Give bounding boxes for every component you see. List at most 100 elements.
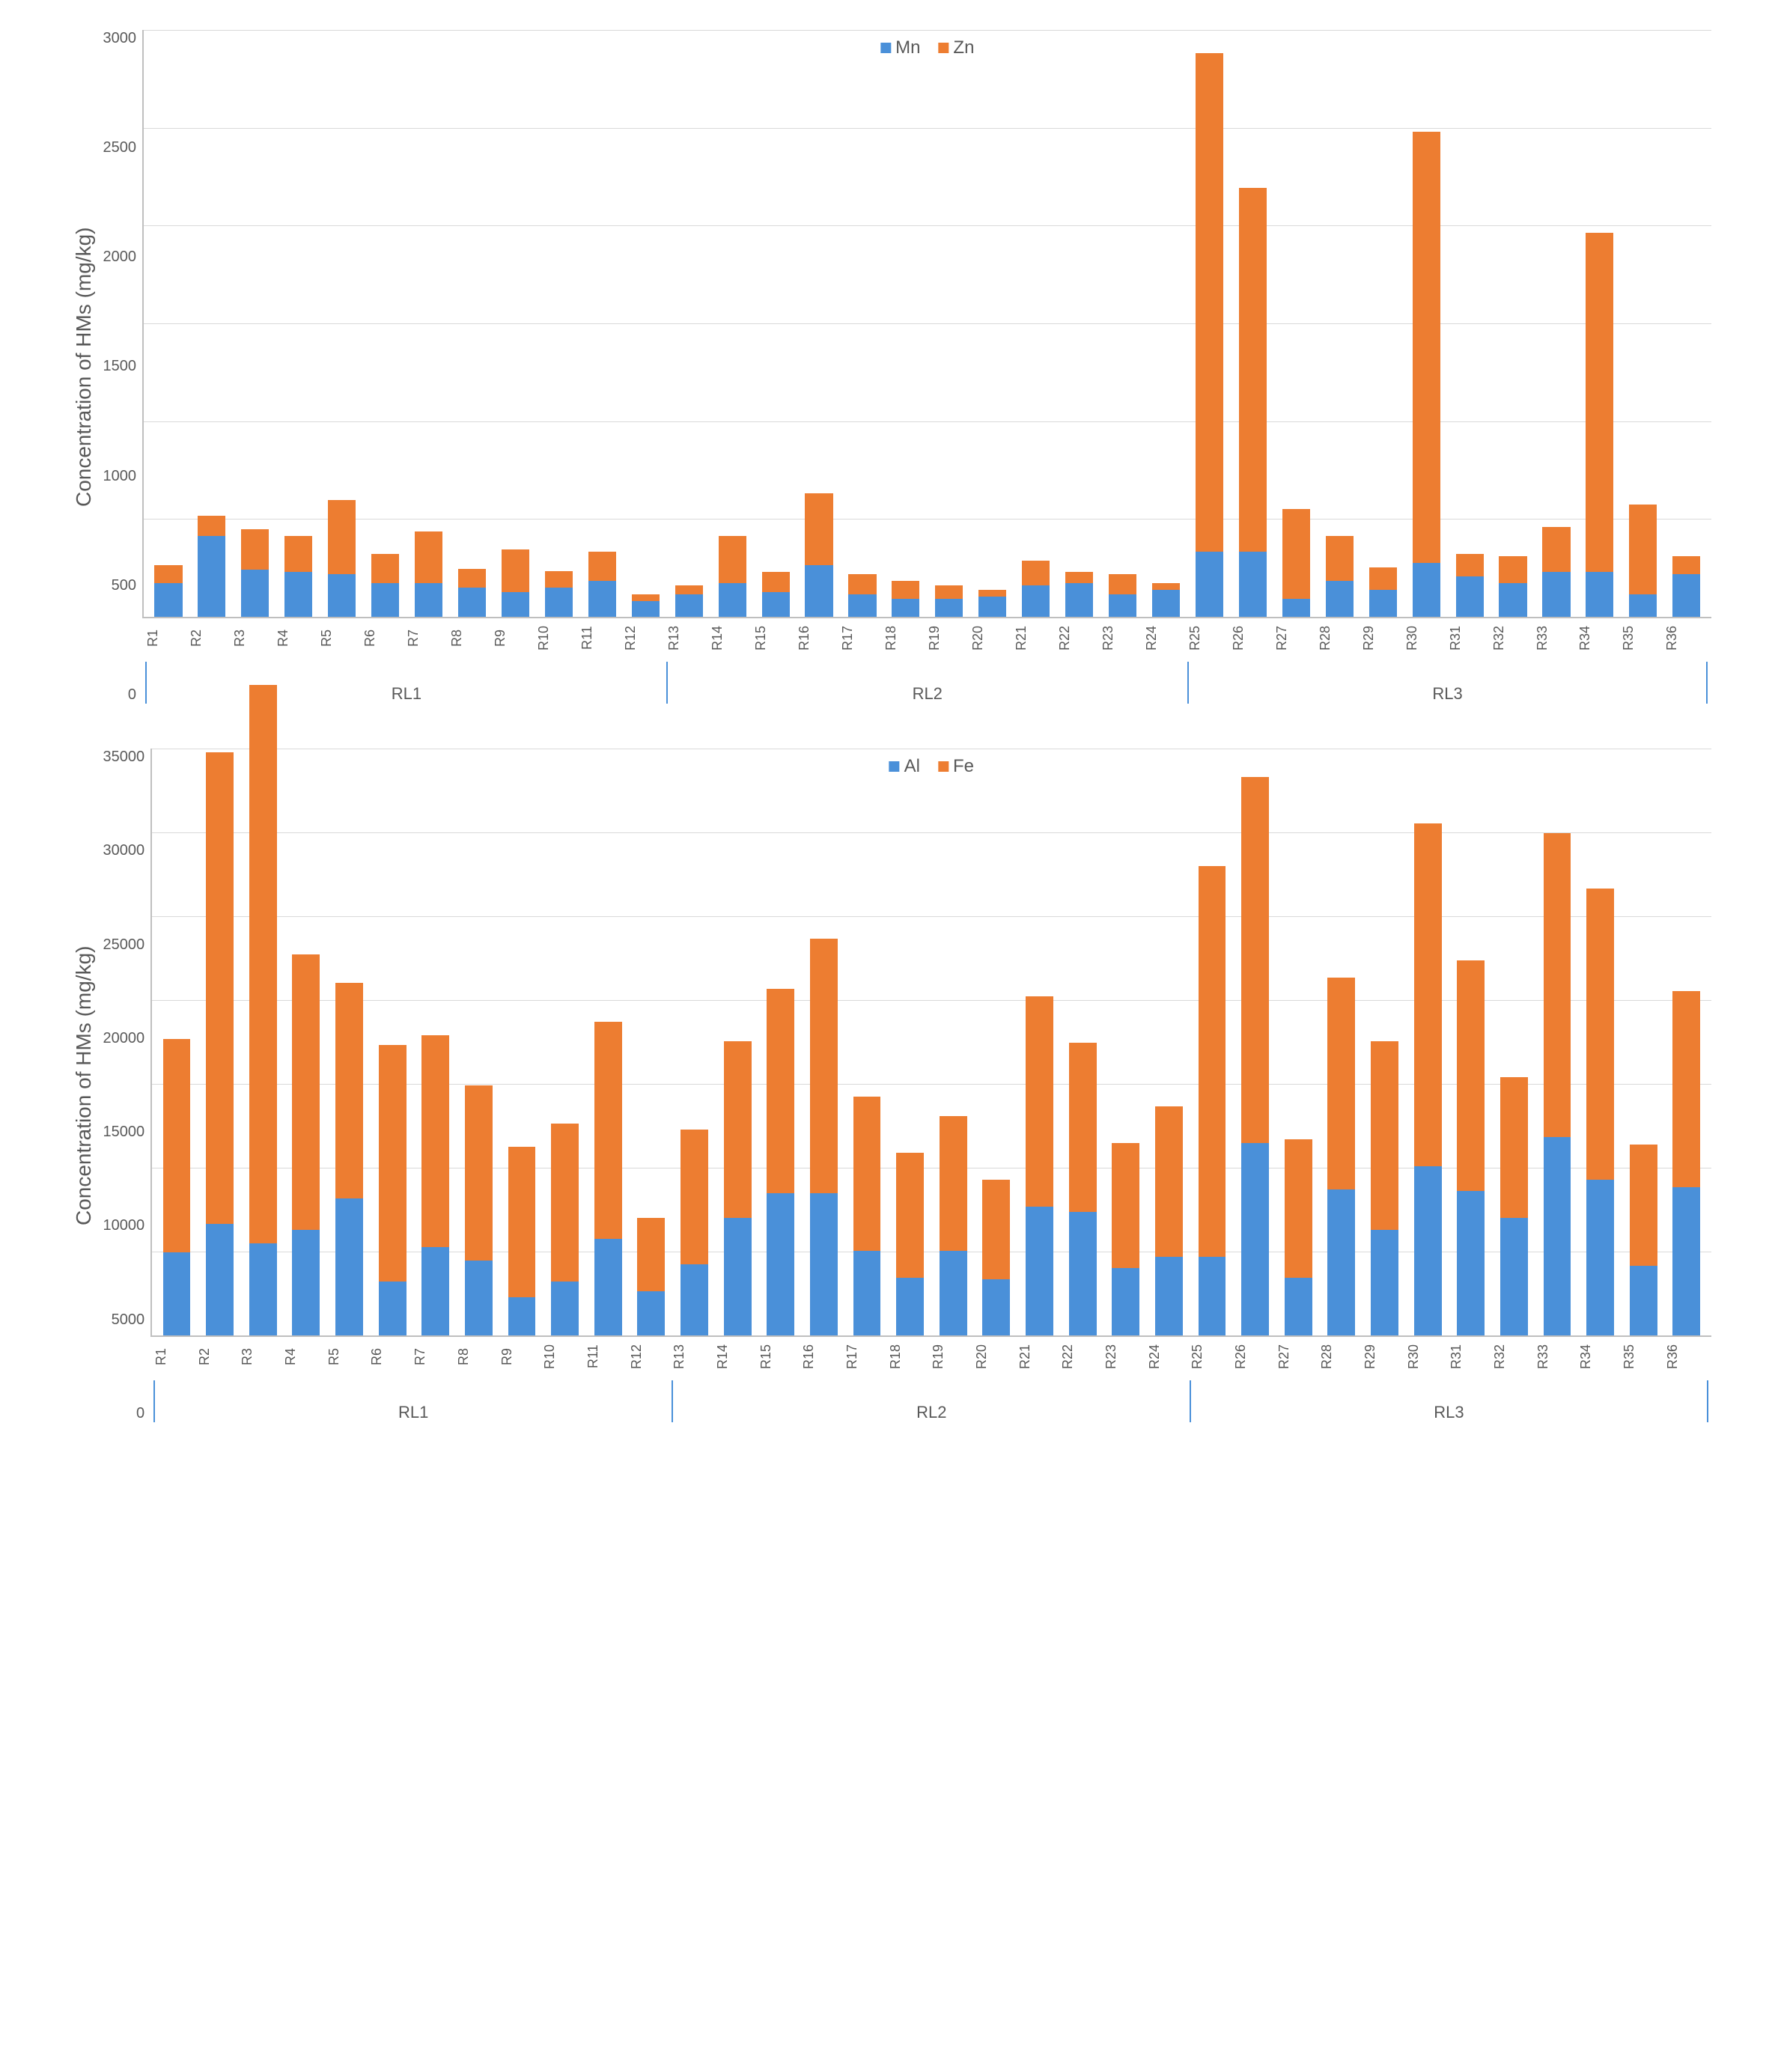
bar-slot xyxy=(241,749,284,1335)
bar-segment-al xyxy=(1544,1137,1571,1335)
xtick-label: R19 xyxy=(931,1341,974,1374)
bar-slot xyxy=(1404,30,1448,617)
xtick-label: R31 xyxy=(1448,623,1491,656)
xtick-label: R20 xyxy=(974,1341,1017,1374)
bar-segment-al xyxy=(1586,1180,1614,1335)
bar-segment-al xyxy=(465,1261,493,1335)
bar-stack xyxy=(1069,1043,1097,1335)
chart2-plot-area: Al Fe xyxy=(150,749,1711,1337)
xtick-label: R27 xyxy=(1276,1341,1320,1374)
xtick-label: R28 xyxy=(1319,1341,1363,1374)
bar-segment-al xyxy=(1630,1266,1657,1335)
chart2-body: Concentration of HMs (mg/kg) 35000300002… xyxy=(64,749,1711,1422)
bar-segment-al xyxy=(1112,1268,1139,1335)
bar-stack xyxy=(335,983,363,1335)
bar-stack xyxy=(292,954,320,1335)
bar-stack xyxy=(848,574,876,617)
xtick-label: R4 xyxy=(275,623,319,656)
bar-stack xyxy=(892,581,919,617)
bar-segment-mn xyxy=(1282,599,1310,617)
xtick-label: R20 xyxy=(970,623,1014,656)
bar-segment-fe xyxy=(421,1035,449,1247)
xtick-label: R8 xyxy=(456,1341,499,1374)
bar-segment-mn xyxy=(978,597,1006,617)
bar-segment-mn xyxy=(1326,581,1354,617)
bar-slot xyxy=(759,749,803,1335)
bar-segment-fe xyxy=(1371,1041,1398,1230)
chart2-plot-wrapper: Al Fe R1R2R3R4R5R6R7R8R9R10R11R12R13R14R… xyxy=(150,749,1711,1422)
xtick-label: R28 xyxy=(1318,623,1361,656)
bar-segment-mn xyxy=(805,565,832,617)
bar-segment-al xyxy=(1069,1212,1097,1335)
xtick-label: R34 xyxy=(1577,623,1621,656)
bar-segment-mn xyxy=(502,592,529,617)
xtick-label: R6 xyxy=(362,623,406,656)
bar-stack xyxy=(1327,978,1355,1335)
bar-slot xyxy=(190,30,234,617)
bar-segment-mn xyxy=(935,599,963,617)
bar-segment-al xyxy=(810,1193,838,1335)
xtick-label: R29 xyxy=(1361,623,1404,656)
bar-slot xyxy=(1145,30,1188,617)
bar-stack xyxy=(594,1022,622,1335)
bar-segment-mn xyxy=(1369,590,1397,617)
chart2-bars xyxy=(152,749,1711,1335)
bar-stack xyxy=(632,594,660,617)
bar-stack xyxy=(1199,866,1226,1335)
ytick-label: 0 xyxy=(128,686,136,704)
xtick-label: R30 xyxy=(1406,1341,1449,1374)
bar-slot xyxy=(580,30,624,617)
bar-segment-mn xyxy=(1196,552,1223,617)
xtick-label: R21 xyxy=(1014,623,1057,656)
bar-slot xyxy=(1274,30,1318,617)
xtick-label: R7 xyxy=(406,623,449,656)
bar-stack xyxy=(978,590,1006,617)
xtick-label: R6 xyxy=(369,1341,412,1374)
bar-slot xyxy=(1665,749,1708,1335)
chart-al-fe: Concentration of HMs (mg/kg) 35000300002… xyxy=(64,749,1711,1422)
ytick-label: 2000 xyxy=(103,249,137,266)
bar-segment-fe xyxy=(1026,996,1053,1206)
bar-slot xyxy=(1363,749,1407,1335)
xtick-label: R1 xyxy=(153,1341,197,1374)
xtick-label: R3 xyxy=(232,623,275,656)
xtick-label: R11 xyxy=(585,1341,629,1374)
bar-segment-mn xyxy=(675,594,703,617)
bar-slot xyxy=(1665,30,1708,617)
bar-segment-mn xyxy=(1672,574,1700,617)
bar-segment-fe xyxy=(1672,991,1700,1187)
bar-stack xyxy=(1456,554,1484,617)
group-label: RL2 xyxy=(666,662,1187,704)
xtick-label: R31 xyxy=(1449,1341,1492,1374)
bar-slot xyxy=(1148,749,1191,1335)
bar-stack xyxy=(458,569,486,618)
xtick-label: R8 xyxy=(449,623,493,656)
bar-slot xyxy=(1276,749,1320,1335)
bar-segment-zn xyxy=(154,565,182,583)
bar-stack xyxy=(206,752,234,1335)
ytick-label: 25000 xyxy=(103,936,145,954)
bar-segment-zn xyxy=(1586,233,1613,572)
bar-segment-mn xyxy=(1065,583,1093,617)
bar-slot xyxy=(710,30,754,617)
bar-segment-fe xyxy=(940,1116,967,1251)
bar-segment-mn xyxy=(1152,590,1180,617)
xtick-label: R33 xyxy=(1535,623,1578,656)
chart1-ylabel: Concentration of HMs (mg/kg) xyxy=(64,30,103,704)
bar-segment-al xyxy=(637,1291,665,1335)
bar-segment-fe xyxy=(1414,823,1442,1166)
bar-segment-zn xyxy=(502,549,529,592)
bar-stack xyxy=(241,529,269,617)
legend-label-al: Al xyxy=(904,756,920,777)
bar-segment-zn xyxy=(198,516,225,536)
bar-segment-zn xyxy=(1109,574,1136,594)
bar-stack xyxy=(681,1130,708,1335)
bar-segment-fe xyxy=(1327,978,1355,1189)
bar-segment-fe xyxy=(1457,960,1485,1192)
legend-item-mn: Mn xyxy=(880,37,920,58)
bar-segment-fe xyxy=(637,1218,665,1291)
bar-segment-mn xyxy=(1022,585,1050,617)
bar-slot xyxy=(971,30,1014,617)
xtick-label: R16 xyxy=(801,1341,844,1374)
bar-segment-zn xyxy=(632,594,660,601)
